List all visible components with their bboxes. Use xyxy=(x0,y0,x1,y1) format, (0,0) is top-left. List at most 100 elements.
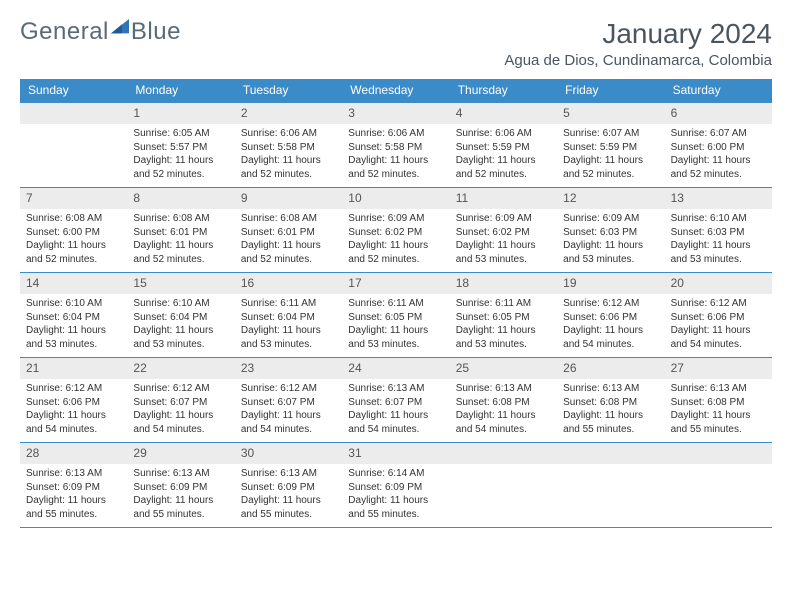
day-cell: 26Sunrise: 6:13 AMSunset: 6:08 PMDayligh… xyxy=(557,358,664,442)
day-number: 15 xyxy=(127,273,234,294)
brand-logo: General Blue xyxy=(20,18,181,46)
day-line: Sunset: 6:02 PM xyxy=(456,226,551,240)
day-line: Sunset: 6:09 PM xyxy=(133,481,228,495)
day-line: Sunrise: 6:07 AM xyxy=(671,127,766,141)
day-body: Sunrise: 6:13 AMSunset: 6:08 PMDaylight:… xyxy=(665,379,772,440)
day-number: 10 xyxy=(342,188,449,209)
day-line: Sunrise: 6:10 AM xyxy=(26,297,121,311)
day-line: and 55 minutes. xyxy=(26,508,121,522)
day-line: Sunset: 5:59 PM xyxy=(456,141,551,155)
day-line: Daylight: 11 hours xyxy=(133,409,228,423)
day-line: Daylight: 11 hours xyxy=(241,324,336,338)
day-line: Sunrise: 6:11 AM xyxy=(241,297,336,311)
day-line: Sunset: 5:58 PM xyxy=(348,141,443,155)
day-line: Sunset: 6:09 PM xyxy=(348,481,443,495)
day-line: and 52 minutes. xyxy=(26,253,121,267)
day-line: Daylight: 11 hours xyxy=(26,239,121,253)
weekday-header: Saturday xyxy=(665,79,772,102)
day-line: and 52 minutes. xyxy=(671,168,766,182)
day-line: and 52 minutes. xyxy=(456,168,551,182)
week-row: 1Sunrise: 6:05 AMSunset: 5:57 PMDaylight… xyxy=(20,102,772,187)
day-line: Sunrise: 6:13 AM xyxy=(26,467,121,481)
day-number: 2 xyxy=(235,103,342,124)
day-line: and 55 minutes. xyxy=(241,508,336,522)
weekday-header: Sunday xyxy=(20,79,127,102)
brand-text-1: General xyxy=(20,18,109,46)
day-cell: 6Sunrise: 6:07 AMSunset: 6:00 PMDaylight… xyxy=(665,103,772,187)
day-body: Sunrise: 6:10 AMSunset: 6:04 PMDaylight:… xyxy=(127,294,234,355)
day-line: Sunrise: 6:12 AM xyxy=(241,382,336,396)
week-row: 21 Sunrise: 6:12 AM Sunset: 6:06 PM Dayligh… xyxy=(20,357,772,442)
day-line: Sunset: 6:00 PM xyxy=(26,226,121,240)
day-line: Daylight: 11 hours xyxy=(563,154,658,168)
day-body: Sunrise: 6:12 AMSunset: 6:06 PMDaylight:… xyxy=(665,294,772,355)
day-cell: 12Sunrise: 6:09 AMSunset: 6:03 PMDayligh… xyxy=(557,188,664,272)
day-cell: 1Sunrise: 6:05 AMSunset: 5:57 PMDaylight… xyxy=(127,103,234,187)
week-row: 14Sunrise: 6:10 AMSunset: 6:04 PMDayligh… xyxy=(20,272,772,357)
day-cell xyxy=(450,443,557,527)
day-body: Sunrise: 6:11 AMSunset: 6:05 PMDaylight:… xyxy=(450,294,557,355)
day-line: Daylight: 11 hours xyxy=(348,324,443,338)
day-line: Sunset: 6:01 PM xyxy=(241,226,336,240)
day-line: Sunset: 6:06 PM xyxy=(26,396,121,410)
day-line: and 52 minutes. xyxy=(348,168,443,182)
day-number: 21 xyxy=(20,358,127,379)
day-body: Sunrise: 6:10 AMSunset: 6:03 PMDaylight:… xyxy=(665,209,772,270)
day-line: Sunrise: 6:06 AM xyxy=(456,127,551,141)
day-line: Sunset: 6:07 PM xyxy=(348,396,443,410)
week-row: 7Sunrise: 6:08 AMSunset: 6:00 PMDaylight… xyxy=(20,187,772,272)
day-cell: 7Sunrise: 6:08 AMSunset: 6:00 PMDaylight… xyxy=(20,188,127,272)
day-cell: 13Sunrise: 6:10 AMSunset: 6:03 PMDayligh… xyxy=(665,188,772,272)
day-line: Daylight: 11 hours xyxy=(456,409,551,423)
day-number: 19 xyxy=(557,273,664,294)
day-line: Sunset: 6:08 PM xyxy=(671,396,766,410)
day-line: Daylight: 11 hours xyxy=(133,494,228,508)
day-body: Sunrise: 6:11 AMSunset: 6:04 PMDaylight:… xyxy=(235,294,342,355)
day-line: Sunrise: 6:10 AM xyxy=(671,212,766,226)
day-line: Sunset: 5:59 PM xyxy=(563,141,658,155)
day-body: Sunrise: 6:12 AMSunset: 6:06 PMDaylight:… xyxy=(557,294,664,355)
day-line: and 52 minutes. xyxy=(241,253,336,267)
day-line: Sunrise: 6:12 AM xyxy=(563,297,658,311)
day-cell: 14Sunrise: 6:10 AMSunset: 6:04 PMDayligh… xyxy=(20,273,127,357)
day-number xyxy=(450,443,557,464)
day-line: Daylight: 11 hours xyxy=(26,494,121,508)
day-body: Sunrise: 6:13 AMSunset: 6:09 PMDaylight:… xyxy=(20,464,127,525)
day-line: Sunrise: 6:13 AM xyxy=(133,467,228,481)
day-cell: 24Sunrise: 6:13 AMSunset: 6:07 PMDayligh… xyxy=(342,358,449,442)
day-cell: 27Sunrise: 6:13 AMSunset: 6:08 PMDayligh… xyxy=(665,358,772,442)
day-number: 12 xyxy=(557,188,664,209)
day-line: Daylight: 11 hours xyxy=(563,239,658,253)
title-block: January 2024 Agua de Dios, Cundinamarca,… xyxy=(504,18,772,69)
day-number xyxy=(557,443,664,464)
day-cell: 29Sunrise: 6:13 AMSunset: 6:09 PMDayligh… xyxy=(127,443,234,527)
logo-mark-icon xyxy=(111,19,129,37)
day-cell: 17Sunrise: 6:11 AMSunset: 6:05 PMDayligh… xyxy=(342,273,449,357)
day-line: Daylight: 11 hours xyxy=(241,494,336,508)
day-number: 7 xyxy=(20,188,127,209)
day-line: Daylight: 11 hours xyxy=(671,324,766,338)
day-line: Sunrise: 6:13 AM xyxy=(456,382,551,396)
day-body: Sunrise: 6:13 AMSunset: 6:08 PMDaylight:… xyxy=(557,379,664,440)
day-number: 30 xyxy=(235,443,342,464)
day-cell: 3Sunrise: 6:06 AMSunset: 5:58 PMDaylight… xyxy=(342,103,449,187)
day-body xyxy=(665,464,772,471)
day-line: Daylight: 11 hours xyxy=(241,239,336,253)
day-cell: 11Sunrise: 6:09 AMSunset: 6:02 PMDayligh… xyxy=(450,188,557,272)
day-line: Daylight: 11 hours xyxy=(563,409,658,423)
calendar: SundayMondayTuesdayWednesdayThursdayFrid… xyxy=(20,79,772,528)
day-body: Sunrise: 6:08 AMSunset: 6:01 PMDaylight:… xyxy=(127,209,234,270)
day-line: Sunset: 6:05 PM xyxy=(456,311,551,325)
day-number: 17 xyxy=(342,273,449,294)
weekday-header-row: SundayMondayTuesdayWednesdayThursdayFrid… xyxy=(20,79,772,102)
day-line: Sunrise: 6:09 AM xyxy=(348,212,443,226)
day-body: Sunrise: 6:06 AMSunset: 5:58 PMDaylight:… xyxy=(235,124,342,185)
day-line: Sunrise: 6:11 AM xyxy=(456,297,551,311)
day-body: Sunrise: 6:10 AMSunset: 6:04 PMDaylight:… xyxy=(20,294,127,355)
day-body: Sunrise: 6:14 AMSunset: 6:09 PMDaylight:… xyxy=(342,464,449,525)
day-cell xyxy=(665,443,772,527)
day-line: Sunset: 6:06 PM xyxy=(671,311,766,325)
day-line: Daylight: 11 hours xyxy=(133,154,228,168)
day-cell: 30Sunrise: 6:13 AMSunset: 6:09 PMDayligh… xyxy=(235,443,342,527)
week-row: 28Sunrise: 6:13 AMSunset: 6:09 PMDayligh… xyxy=(20,442,772,528)
